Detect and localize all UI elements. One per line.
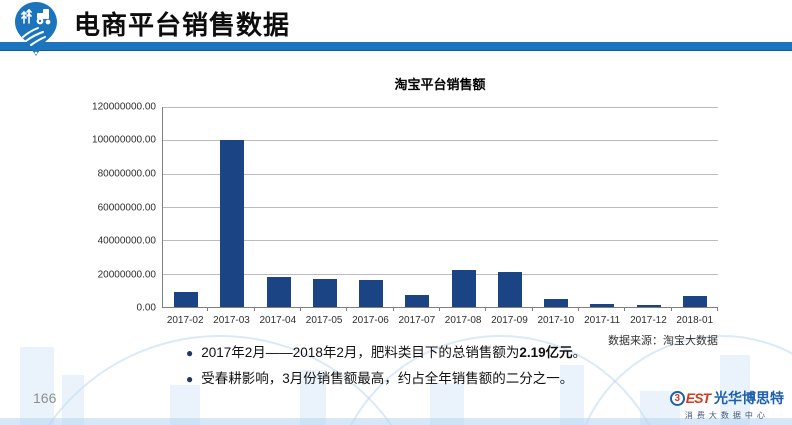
x-tick-mark [625,308,672,311]
chart-body: 120000000.00 100000000.00 80000000.00 60000… [92,102,722,314]
bar-2017-12 [636,305,661,307]
logo-circle-3-icon: 3 [669,390,685,406]
x-tick-label: 2017-12 [630,315,667,326]
bar-2017-08 [451,270,476,307]
page-number: 166 [33,390,57,406]
y-tick-label: 20000000.00 [97,269,156,280]
bullet-item: ● 受春耕影响，3月份销售额最高，约占全年销售额的二分之一。 [186,370,666,389]
x-tick-mark [440,308,487,311]
x-tick-mark [162,308,209,311]
bullet-text-bold: 2.19亿元 [519,345,573,360]
x-tick-mark [579,308,626,311]
bar-2017-11 [590,304,615,307]
x-tick-mark [672,308,718,311]
x-tick-mark [533,308,579,311]
bullet-text-pre: 2017年2月——2018年2月，肥料类目下的总销售额为 [201,345,520,360]
x-tick-mark [486,308,533,311]
x-tick-mark [394,308,440,311]
x-tick-label: 2017-06 [352,315,389,326]
x-tick-label: 2017-11 [584,315,621,326]
bar-slot-2017-05 [302,107,348,307]
bar-slot-2017-03 [209,107,255,307]
x-tick-mark [301,308,348,311]
gridline [163,240,718,242]
bullet-list: ● 2017年2月——2018年2月，肥料类目下的总销售额为2.19亿元。 ● … [186,344,666,396]
bar-slot-2017-09 [487,107,533,307]
header: 电商平台销售数据 [0,0,792,42]
page-title: 电商平台销售数据 [74,10,291,40]
bullet-marker: ● [186,346,194,360]
y-tick-label: 120000000.00 [92,101,156,113]
x-tick-label: 2017-08 [444,315,482,326]
bar-2017-02 [174,292,199,307]
logo-est-text: EST [685,390,711,406]
x-tick-label: 2017-02 [166,315,204,326]
x-axis-labels: 2017-02 2017-03 2017-04 2017-05 2017-06 2017-… [162,311,718,326]
bar-2017-04 [266,277,291,307]
bullet-text: 受春耕影响，3月份销售额最高，约占全年销售额的二分之一。 [201,370,574,386]
x-tick-mark [208,308,255,311]
bar-2017-05 [312,278,337,307]
logo-row: 3 EST 光华博思特 [669,388,784,408]
logo-subtitle: 消费大数据中心 [684,411,769,420]
bar-slot-2017-06 [348,107,394,307]
x-tick-label: 2017-04 [259,315,297,326]
x-tick-label: 2017-09 [491,315,528,326]
y-axis: 120000000.00 100000000.00 80000000.00 60000… [92,102,162,314]
y-tick-label: 100000000.00 [92,134,156,146]
y-tick-label: 40000000.00 [97,235,156,247]
bullet-text-post: 。 [572,345,587,360]
bullet-item: ● 2017年2月——2018年2月，肥料类目下的总销售额为2.19亿元。 [186,344,666,363]
bar-slot-2017-02 [163,107,209,307]
bullet-marker: ● [186,371,194,386]
header-divider-bar [0,42,792,51]
watermark-building [20,347,54,425]
bar-slot-2017-11 [579,107,625,307]
bar-slot-2017-10 [533,107,579,307]
bar-slot-2017-07 [394,107,440,307]
best-logo: 3 EST 光华博思特 消费大数据中心 [669,388,784,421]
plot-area [162,107,718,308]
source-note: 数据来源：淘宝大数据 [608,335,718,347]
y-tick-label: 80000000.00 [97,168,156,180]
bar-2017-07 [405,295,430,307]
x-tick-label: 2018-01 [676,315,714,326]
bar-2017-06 [359,279,384,307]
gridline [163,273,718,275]
x-tick-label: 2017-03 [213,315,250,326]
bar-slot-2018-01 [672,107,718,307]
bullet-text: 2017年2月——2018年2月，肥料类目下的总销售额为2.19亿元。 [201,344,586,363]
x-tick-mark [255,308,301,311]
chart-title: 淘宝平台销售额 [394,77,486,92]
bars-container [163,107,718,307]
x-tick-mark [347,308,394,311]
bar-slot-2017-08 [441,107,487,307]
bar-slot-2017-12 [626,107,672,307]
bar-2017-10 [544,299,569,307]
bar-2017-09 [497,272,522,307]
gridline [163,140,718,142]
gridline [163,173,718,175]
bar-slot-2017-04 [256,107,302,307]
watermark-building [62,375,84,425]
x-axis-ticks [162,308,718,311]
y-tick-label: 0.00 [136,302,156,314]
bar-2017-03 [220,140,245,307]
x-tick-label: 2017-10 [537,315,575,326]
gridline [163,207,718,208]
farm-pin-icon [15,2,57,56]
bar-2018-01 [682,296,707,307]
bar-chart: 淘宝平台销售额 120000000.00 100000000.00 80000000… [92,74,722,348]
gridline [163,107,718,108]
y-tick-label: 60000000.00 [97,202,156,213]
logo-company-name: 光华博思特 [714,390,784,406]
x-tick-label: 2017-05 [305,315,343,326]
x-tick-label: 2017-07 [398,315,436,326]
